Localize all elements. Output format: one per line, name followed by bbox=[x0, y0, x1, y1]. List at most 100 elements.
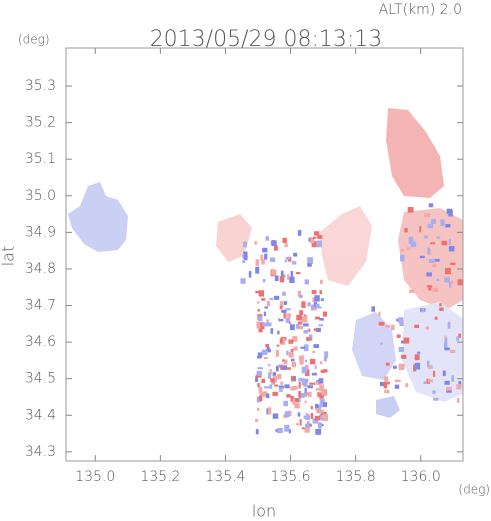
speckle bbox=[451, 375, 454, 382]
speckle bbox=[396, 334, 401, 338]
speckle bbox=[271, 269, 277, 276]
speckle bbox=[269, 257, 276, 262]
speckle bbox=[314, 295, 320, 302]
speckle bbox=[288, 321, 291, 324]
speckle bbox=[405, 383, 409, 388]
speckle bbox=[299, 360, 304, 365]
y-tick-label: 34.8 bbox=[25, 261, 56, 277]
speckle bbox=[272, 391, 278, 396]
speckle bbox=[406, 247, 411, 250]
speckle bbox=[321, 423, 324, 427]
speckle bbox=[315, 403, 319, 409]
speckle bbox=[307, 391, 312, 397]
speckle bbox=[428, 259, 435, 263]
speckle bbox=[380, 342, 383, 345]
speckle bbox=[279, 276, 285, 283]
y-tick-label: 34.4 bbox=[25, 407, 56, 423]
y-tick-label: 35.1 bbox=[25, 151, 56, 167]
speckle bbox=[312, 297, 317, 303]
speckle bbox=[384, 389, 390, 394]
speckle bbox=[313, 301, 318, 307]
speckle bbox=[310, 412, 314, 419]
speckle bbox=[303, 415, 307, 419]
speckle bbox=[280, 381, 284, 385]
speckle bbox=[439, 307, 444, 311]
speckle bbox=[421, 308, 425, 313]
speckle bbox=[258, 315, 263, 322]
speckle bbox=[304, 369, 310, 376]
y-tick-label: 35.0 bbox=[25, 188, 56, 204]
speckle bbox=[304, 427, 310, 433]
speckle bbox=[314, 415, 320, 421]
speckle bbox=[312, 418, 319, 424]
speckle bbox=[414, 324, 420, 329]
speckle bbox=[304, 344, 309, 352]
speckle bbox=[283, 359, 288, 365]
speckle bbox=[280, 365, 283, 370]
speckle bbox=[384, 376, 389, 383]
speckle bbox=[317, 392, 320, 397]
speckle bbox=[272, 375, 278, 383]
speckle bbox=[261, 349, 268, 355]
speckle bbox=[278, 385, 285, 389]
speckle bbox=[307, 263, 312, 267]
speckle bbox=[385, 324, 390, 328]
speckle bbox=[428, 286, 432, 291]
speckle bbox=[427, 379, 433, 383]
echo-field bbox=[68, 108, 463, 418]
speckle bbox=[271, 240, 277, 247]
speckle bbox=[313, 231, 320, 236]
speckle bbox=[309, 358, 316, 365]
speckle bbox=[315, 388, 321, 391]
speckle bbox=[297, 412, 301, 417]
speckle bbox=[417, 351, 421, 354]
speckle bbox=[433, 397, 439, 401]
speckle bbox=[322, 416, 328, 422]
speckle bbox=[385, 362, 390, 366]
speckle bbox=[445, 224, 451, 228]
speckle bbox=[444, 267, 451, 275]
speckle bbox=[307, 302, 311, 307]
speckle bbox=[298, 325, 304, 330]
speckle bbox=[270, 328, 274, 334]
speckle bbox=[261, 322, 267, 327]
speckle bbox=[240, 278, 246, 284]
speckle bbox=[295, 272, 301, 275]
speckle bbox=[428, 203, 434, 208]
speckle bbox=[448, 238, 451, 245]
speckle bbox=[283, 274, 286, 278]
speckle bbox=[288, 429, 291, 434]
speckle bbox=[441, 240, 448, 246]
speckle bbox=[287, 274, 290, 280]
speckle bbox=[322, 311, 328, 317]
speckle bbox=[371, 306, 375, 312]
speckle bbox=[275, 365, 279, 372]
speckle bbox=[289, 276, 295, 284]
speckle bbox=[268, 372, 272, 379]
speckle bbox=[262, 279, 266, 283]
speckle bbox=[290, 396, 294, 402]
speckle bbox=[399, 320, 404, 327]
speckle bbox=[302, 318, 305, 321]
speckle bbox=[403, 337, 410, 344]
echo-speckles bbox=[240, 203, 464, 435]
speckle bbox=[404, 228, 408, 233]
speckle bbox=[280, 301, 284, 308]
speckle bbox=[274, 245, 278, 251]
speckle bbox=[424, 213, 431, 218]
speckle bbox=[309, 382, 315, 385]
speckle bbox=[295, 423, 299, 426]
speckle bbox=[457, 279, 464, 286]
speckle bbox=[432, 287, 438, 292]
speckle bbox=[299, 294, 303, 298]
speckle bbox=[269, 384, 273, 389]
speckle bbox=[432, 263, 437, 268]
speckle bbox=[315, 316, 320, 320]
speckle bbox=[408, 236, 414, 244]
speckle bbox=[301, 427, 305, 430]
speckle bbox=[255, 266, 260, 274]
speckle bbox=[315, 303, 320, 308]
speckle bbox=[266, 300, 271, 307]
speckle bbox=[242, 259, 246, 264]
